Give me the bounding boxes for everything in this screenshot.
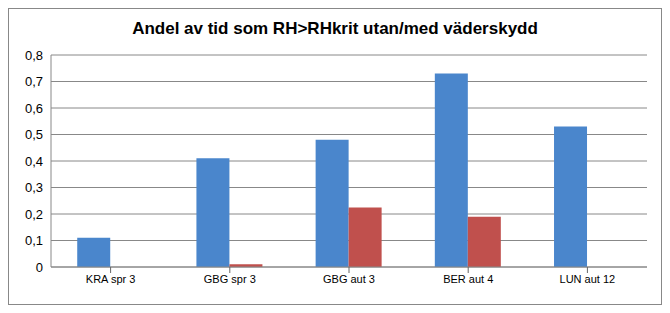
svg-text:0,4: 0,4 <box>25 154 43 169</box>
svg-text:0,6: 0,6 <box>25 101 43 116</box>
html-text:Andel av tid som RH>RHkrit uta: Andel av tid som RH>RHkrit utan/med väde… <box>132 19 538 38</box>
svg-text:0,5: 0,5 <box>25 127 43 142</box>
svg-text:0,7: 0,7 <box>25 74 43 89</box>
svg-text:KRA spr 3: KRA spr 3 <box>86 273 136 285</box>
svg-text:0,2: 0,2 <box>25 207 43 222</box>
svg-text:GBG aut 3: GBG aut 3 <box>323 273 375 285</box>
svg-text:0,1: 0,1 <box>25 233 43 248</box>
svg-text:0,8: 0,8 <box>25 48 43 63</box>
svg-text:0: 0 <box>36 260 43 275</box>
svg-text:BER aut 4: BER aut 4 <box>443 273 493 285</box>
svg-text:LUN aut 12: LUN aut 12 <box>560 273 616 285</box>
svg-text:0,3: 0,3 <box>25 180 43 195</box>
svg-text:GBG spr 3: GBG spr 3 <box>204 273 256 285</box>
